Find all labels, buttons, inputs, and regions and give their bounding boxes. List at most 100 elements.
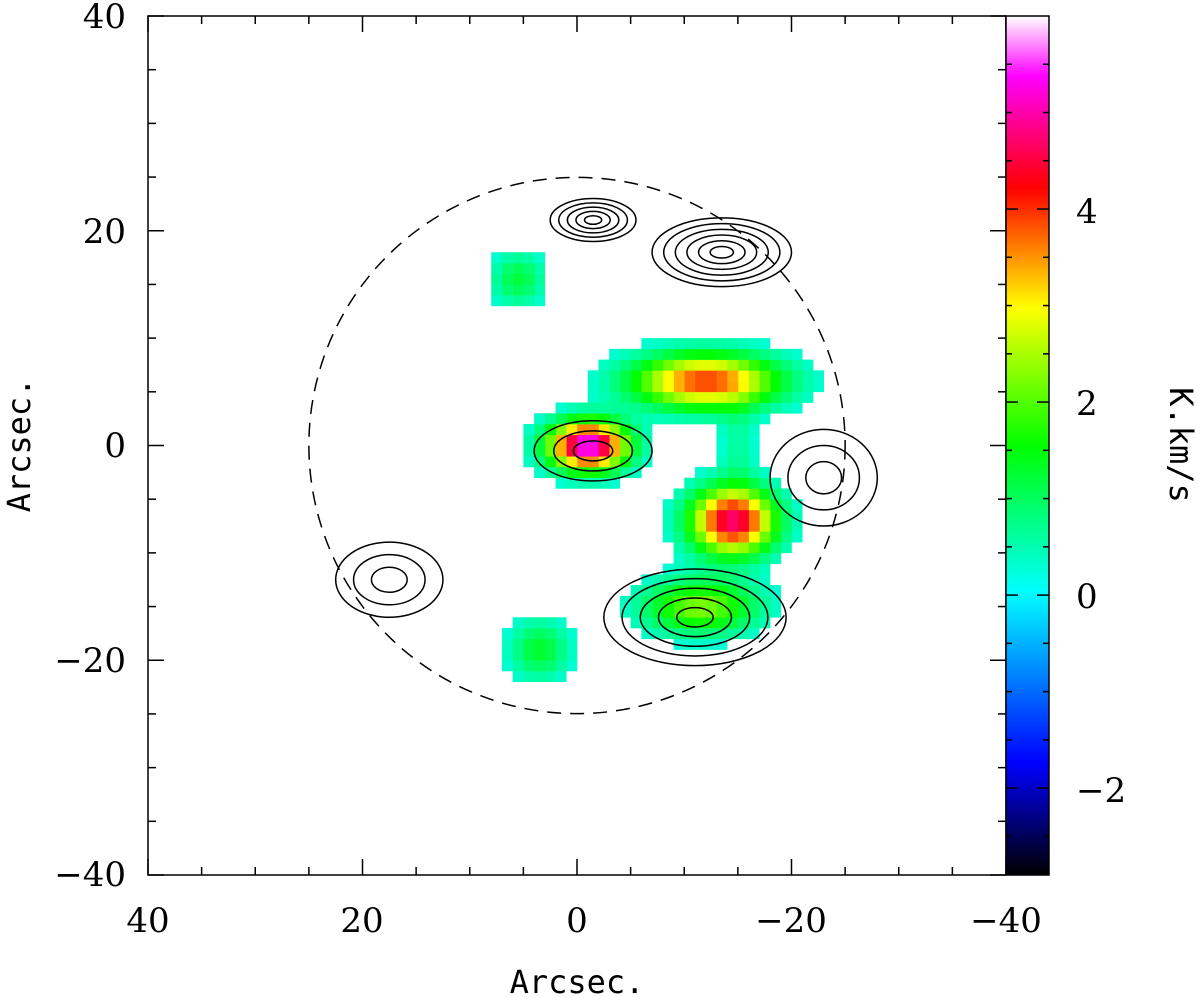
heatmap-pixel bbox=[684, 509, 696, 521]
heatmap-pixel bbox=[716, 488, 728, 500]
heatmap-pixel bbox=[534, 617, 546, 629]
heatmap-pixel bbox=[748, 348, 760, 360]
heatmap-pixel bbox=[705, 552, 717, 564]
heatmap-pixel bbox=[759, 595, 771, 607]
heatmap-pixel bbox=[737, 370, 749, 382]
heatmap-pixel bbox=[673, 531, 685, 543]
heatmap-pixel bbox=[534, 284, 546, 296]
x-tick-label: 20 bbox=[340, 901, 383, 941]
heatmap-pixel bbox=[630, 466, 642, 479]
heatmap-pixel bbox=[641, 359, 653, 371]
heatmap-pixel bbox=[577, 413, 589, 425]
heatmap-pixel bbox=[684, 520, 696, 532]
heatmap-pixel bbox=[609, 424, 621, 436]
heatmap-pixel bbox=[684, 348, 696, 360]
heatmap-pixel bbox=[523, 660, 535, 672]
heatmap-pixel bbox=[737, 381, 749, 393]
heatmap-pixel bbox=[770, 606, 782, 618]
heatmap-pixel bbox=[534, 424, 546, 436]
heatmap-pixel bbox=[748, 509, 760, 521]
heatmap-pixel bbox=[534, 413, 546, 425]
heatmap-pixel bbox=[630, 445, 642, 457]
heatmap-pixel bbox=[652, 606, 664, 618]
heatmap-pixel bbox=[684, 606, 696, 618]
heatmap-pixel bbox=[662, 391, 674, 403]
heatmap-pixel bbox=[716, 617, 728, 629]
heatmap-pixel bbox=[694, 370, 706, 382]
heatmap-pixel bbox=[652, 402, 664, 414]
heatmap-pixel bbox=[673, 370, 685, 382]
heatmap-pixel bbox=[544, 660, 556, 672]
heatmap-pixel bbox=[705, 595, 717, 607]
heatmap-pixel bbox=[619, 381, 631, 393]
heatmap-pixel bbox=[673, 542, 685, 554]
contour-line bbox=[352, 553, 426, 606]
heatmap-pixel bbox=[759, 391, 771, 403]
heatmap-pixel bbox=[759, 509, 771, 521]
heatmap-pixel bbox=[759, 466, 771, 479]
heatmap-pixel bbox=[737, 456, 749, 468]
heatmap-pixel bbox=[759, 499, 771, 511]
heatmap-pixel bbox=[684, 499, 696, 511]
heatmap-pixel bbox=[748, 552, 760, 564]
heatmap-pixel bbox=[609, 434, 621, 446]
heatmap-pixel bbox=[770, 585, 782, 597]
heatmap-pixel bbox=[770, 542, 782, 554]
colorbar-tick-label: 0 bbox=[1076, 577, 1098, 617]
heatmap-pixel bbox=[770, 520, 782, 532]
heatmap-pixel bbox=[759, 531, 771, 543]
heatmap-pixel bbox=[544, 617, 556, 629]
heatmap-pixel bbox=[748, 488, 760, 500]
heatmap-pixel bbox=[780, 359, 792, 371]
heatmap-pixel bbox=[727, 574, 739, 586]
heatmap-pixel bbox=[791, 509, 803, 521]
heatmap-pixel bbox=[641, 595, 653, 607]
heatmap-pixel bbox=[759, 338, 771, 350]
heatmap-pixel bbox=[727, 381, 739, 393]
heatmap-pixel bbox=[684, 391, 696, 403]
heatmap-pixel bbox=[619, 413, 631, 425]
heatmap-pixel bbox=[791, 381, 803, 393]
heatmap-pixel bbox=[652, 359, 664, 371]
heatmap-pixel bbox=[694, 574, 706, 586]
heatmap-pixel bbox=[737, 531, 749, 543]
heatmap-pixel bbox=[694, 402, 706, 414]
heatmap-pixel bbox=[716, 477, 728, 489]
heatmap-pixel bbox=[737, 338, 749, 350]
heatmap-pixel bbox=[748, 370, 760, 382]
heatmap-pixel bbox=[727, 424, 739, 436]
heatmap-pixel bbox=[770, 552, 782, 564]
heatmap-pixel bbox=[555, 466, 567, 479]
heatmap-pixel bbox=[716, 370, 728, 382]
heatmap-pixel bbox=[652, 370, 664, 382]
heatmap-pixel bbox=[684, 488, 696, 500]
heatmap-pixel bbox=[727, 466, 739, 479]
heatmap-pixel bbox=[673, 638, 685, 650]
heatmap-pixel bbox=[512, 670, 524, 683]
heatmap-pixel bbox=[652, 381, 664, 393]
heatmap-pixel bbox=[727, 338, 739, 350]
heatmap-pixel bbox=[587, 445, 599, 457]
heatmap-pixel bbox=[737, 488, 749, 500]
heatmap-pixel bbox=[727, 617, 739, 629]
heatmap-pixel bbox=[684, 585, 696, 597]
heatmap-pixel bbox=[652, 391, 664, 403]
heatmap-pixel bbox=[523, 262, 535, 274]
heatmap-pixel bbox=[791, 520, 803, 532]
contour-line bbox=[651, 217, 793, 288]
heatmap-pixel bbox=[770, 402, 782, 414]
heatmap-pixel bbox=[673, 585, 685, 597]
heatmap-pixel bbox=[566, 402, 578, 414]
heatmap-pixel bbox=[694, 542, 706, 554]
heatmap-pixel bbox=[737, 348, 749, 360]
heatmap-pixel bbox=[534, 434, 546, 446]
heatmap-pixel bbox=[705, 381, 717, 393]
heatmap-pixel bbox=[737, 606, 749, 618]
x-axis-label: Arcsec. bbox=[510, 963, 645, 997]
heatmap-pixel bbox=[791, 348, 803, 360]
heatmap-pixel bbox=[694, 595, 706, 607]
heatmap-pixel bbox=[770, 499, 782, 511]
heatmap-pixel bbox=[641, 456, 653, 468]
heatmap-pixel bbox=[705, 359, 717, 371]
heatmap-pixel bbox=[609, 402, 621, 414]
